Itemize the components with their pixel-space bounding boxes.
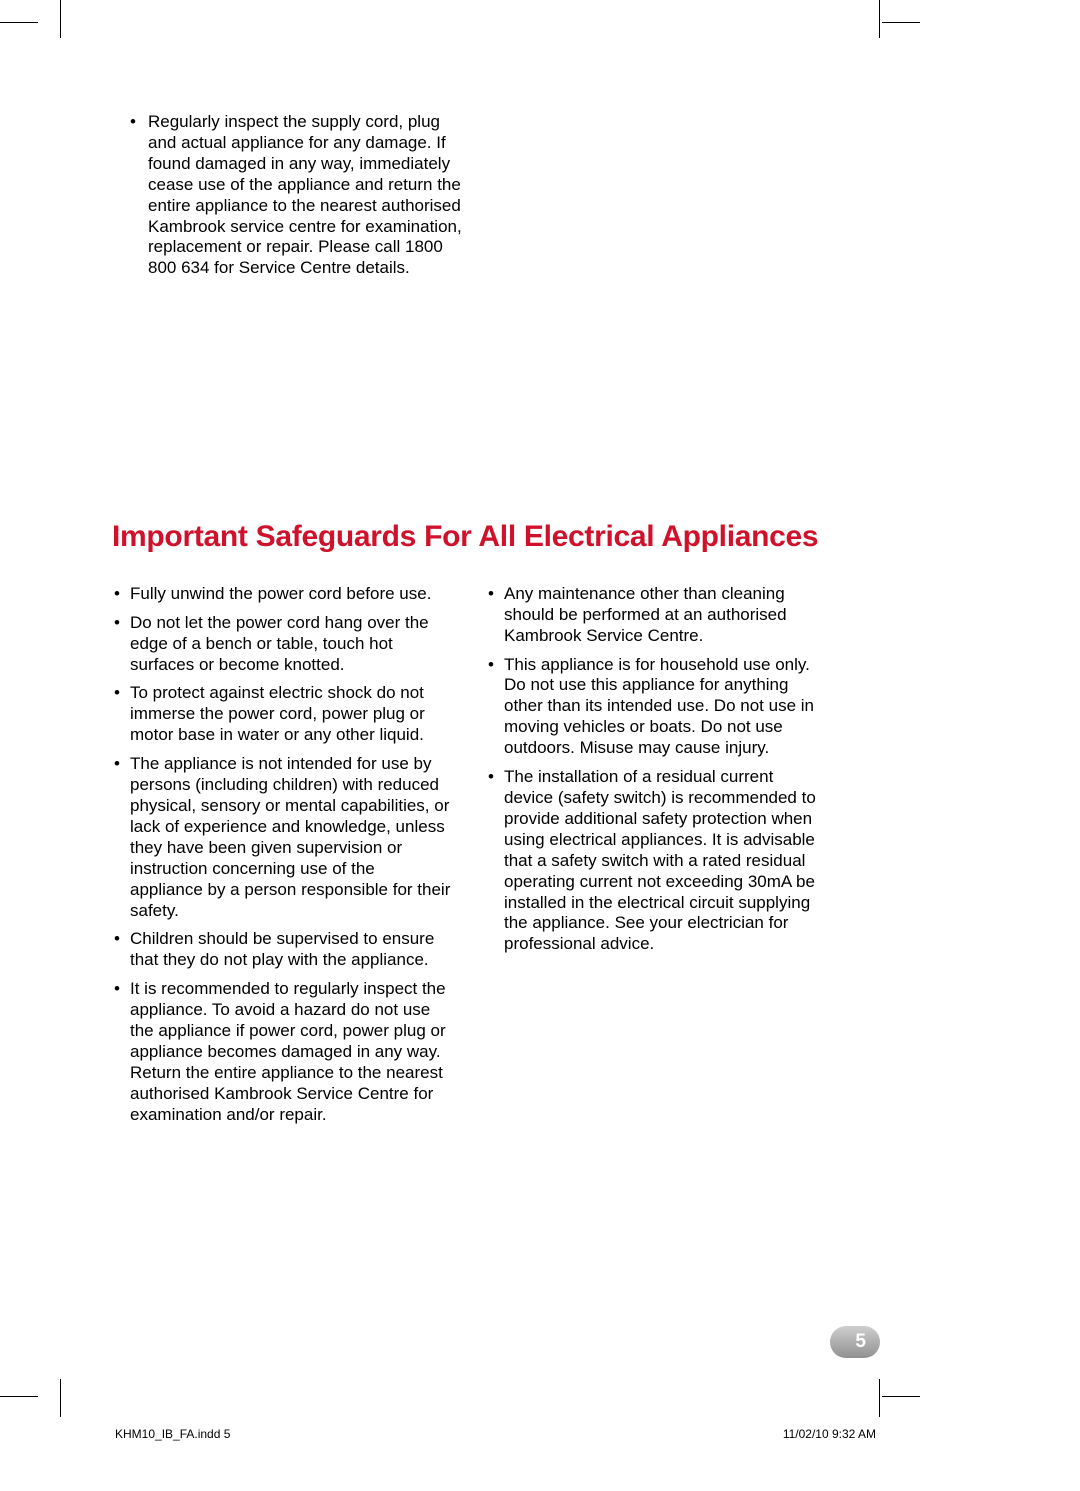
bullet-text: Children should be supervised to ensure … (130, 929, 452, 971)
list-item: •This appliance is for household use onl… (486, 655, 826, 760)
crop-mark (60, 0, 61, 38)
list-item: •Do not let the power cord hang over the… (112, 613, 452, 676)
list-item: •Any maintenance other than cleaning sho… (486, 584, 826, 647)
crop-mark (60, 1379, 61, 1417)
bullet-text: The installation of a residual current d… (504, 767, 826, 955)
list-item: •To protect against electric shock do no… (112, 683, 452, 746)
two-column-list: • Fully unwind the power cord before use.… (112, 584, 840, 1134)
page-number: 5 (855, 1331, 866, 1353)
footer-filename: KHM10_IB_FA.indd 5 (115, 1427, 230, 1441)
page-number-badge: 5 (830, 1326, 880, 1358)
top-paragraph: • Regularly inspect the supply cord, plu… (112, 112, 840, 279)
bullet-text: Regularly inspect the supply cord, plug … (148, 112, 470, 279)
footer-datetime: 11/02/10 9:32 AM (783, 1427, 876, 1441)
right-column: •Any maintenance other than cleaning sho… (486, 584, 826, 1134)
bullet-text: To protect against electric shock do not… (130, 683, 452, 746)
bullet-icon: • (112, 979, 122, 1125)
crop-mark (882, 22, 920, 23)
bullet-text: Do not let the power cord hang over the … (130, 613, 452, 676)
bullet-text: Fully unwind the power cord before use. (130, 584, 431, 605)
crop-mark (0, 22, 38, 23)
left-column: • Fully unwind the power cord before use.… (112, 584, 452, 1134)
document-page: • Regularly inspect the supply cord, plu… (62, 24, 880, 1394)
list-item: •The installation of a residual current … (486, 767, 826, 955)
list-item: • Fully unwind the power cord before use. (112, 584, 452, 605)
bullet-icon: • (112, 929, 122, 971)
bullet-icon: • (486, 767, 496, 955)
crop-mark (0, 1396, 38, 1397)
crop-mark (882, 1396, 920, 1397)
bullet-icon: • (112, 754, 122, 921)
list-item: •The appliance is not intended for use b… (112, 754, 452, 921)
bullet-icon: • (130, 112, 140, 279)
bullet-text: The appliance is not intended for use by… (130, 754, 452, 921)
bullet-text: This appliance is for household use only… (504, 655, 826, 760)
list-item: •Children should be supervised to ensure… (112, 929, 452, 971)
section-heading: Important Safeguards For All Electrical … (112, 519, 840, 556)
bullet-icon: • (112, 613, 122, 676)
bullet-icon: • (112, 584, 122, 605)
list-item: • Regularly inspect the supply cord, plu… (130, 112, 470, 279)
list-item: •It is recommended to regularly inspect … (112, 979, 452, 1125)
bullet-icon: • (486, 655, 496, 760)
bullet-icon: • (486, 584, 496, 647)
bullet-text: It is recommended to regularly inspect t… (130, 979, 452, 1125)
bullet-text: Any maintenance other than cleaning shou… (504, 584, 826, 647)
bullet-icon: • (112, 683, 122, 746)
